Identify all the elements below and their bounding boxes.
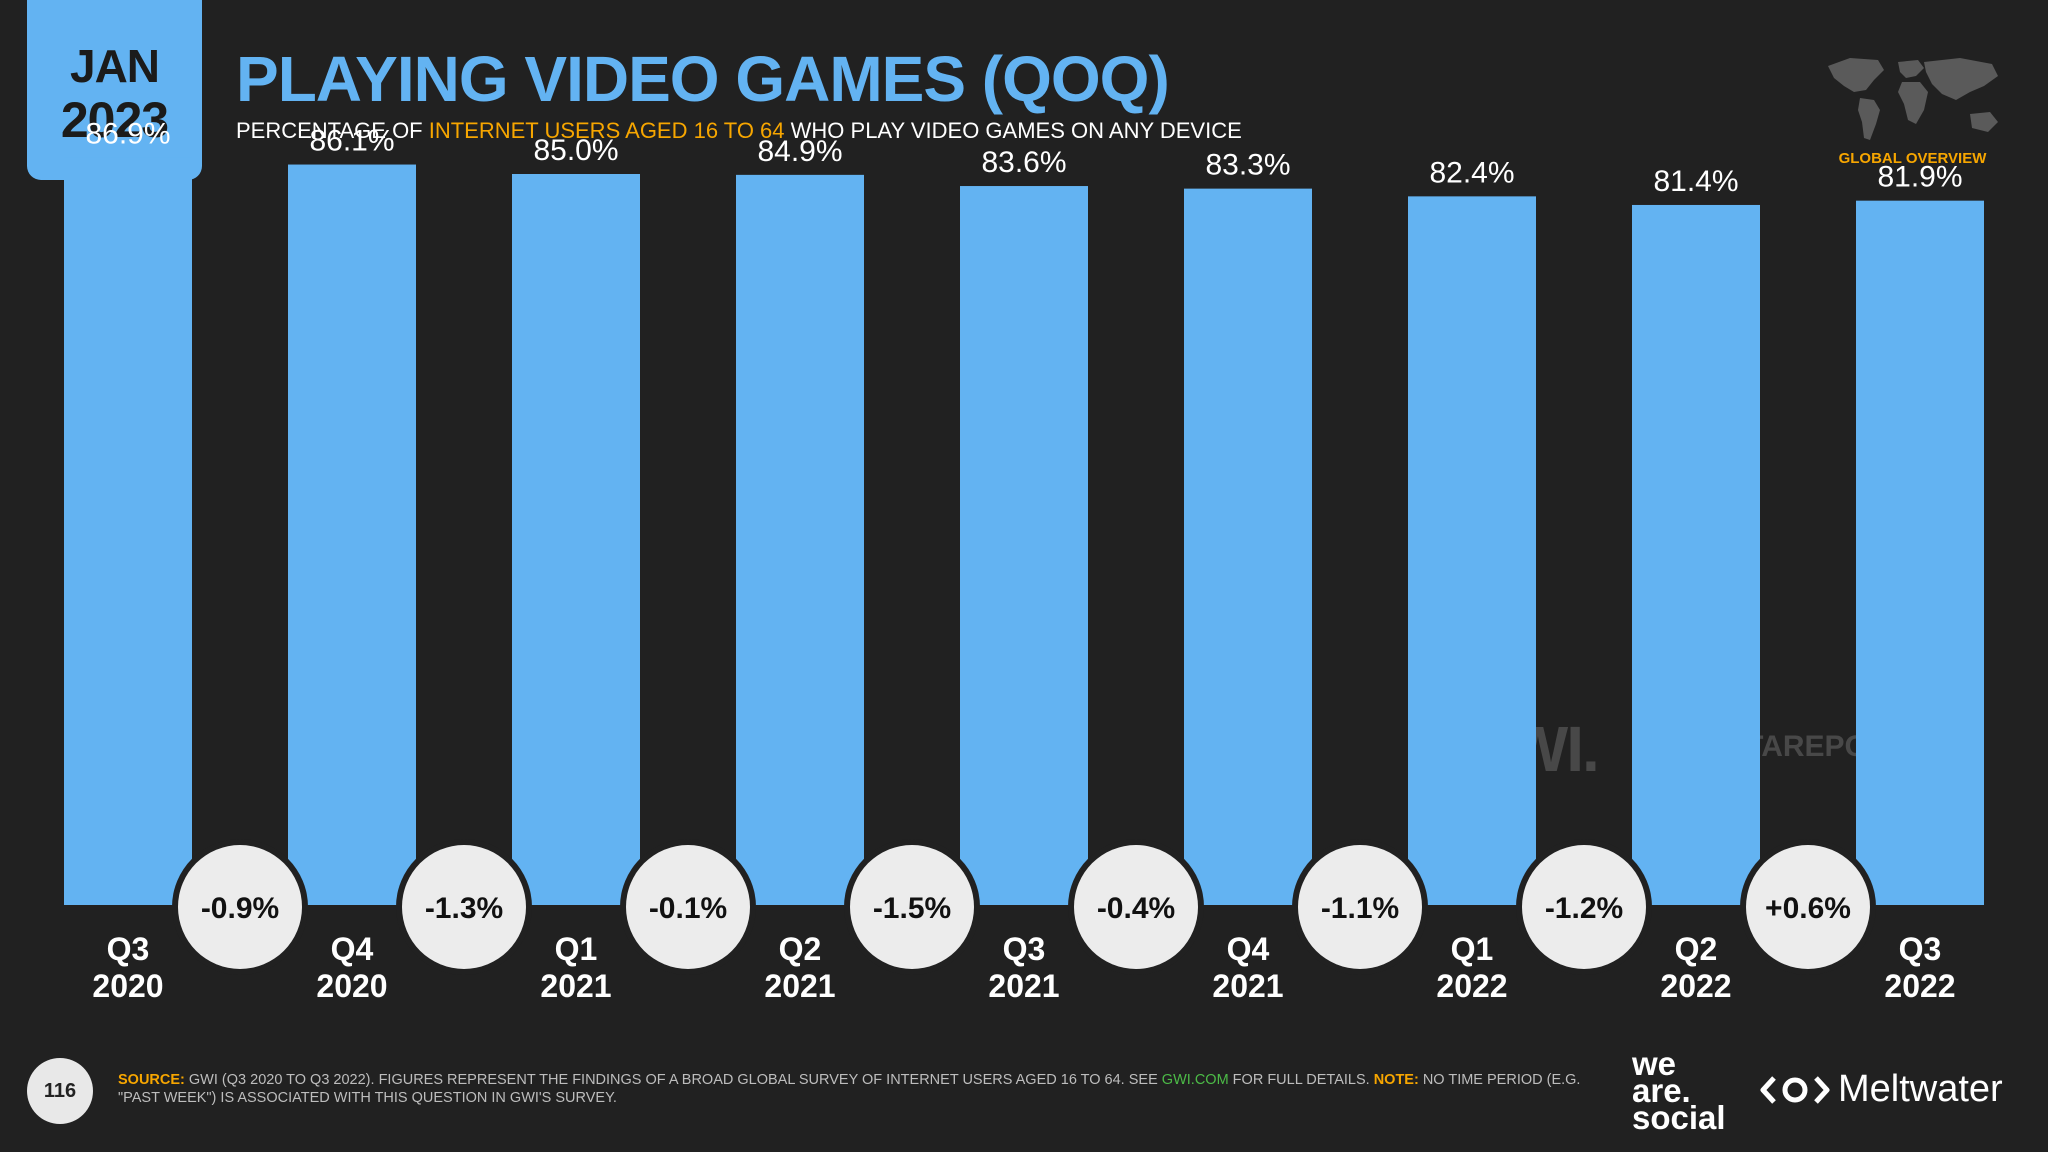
change-badge (1746, 845, 1870, 969)
subtitle-post: WHO PLAY VIDEO GAMES ON ANY DEVICE (784, 118, 1242, 143)
change-label: -0.1% (649, 892, 727, 925)
bar-value-label: 83.3% (1205, 149, 1290, 182)
change-badge (850, 845, 974, 969)
source-text-1: GWI (Q3 2020 TO Q3 2022). FIGURES REPRES… (184, 1072, 1162, 1088)
source-label: SOURCE: (118, 1072, 185, 1088)
x-tick-label-quarter: Q1 (1451, 931, 1494, 967)
brand-are: are. (1632, 1072, 1691, 1109)
change-badge (626, 845, 750, 969)
change-label: +0.6% (1765, 892, 1851, 925)
bar (960, 186, 1088, 906)
bar-value-label: 84.9% (757, 135, 842, 168)
date-month: JAN (69, 40, 160, 92)
bar (736, 174, 864, 906)
change-badge (178, 845, 302, 969)
bar-value-label: 83.6% (981, 146, 1066, 179)
x-tick-label-year: 2020 (92, 968, 163, 1004)
page-title: PLAYING VIDEO GAMES (QOQ) (236, 43, 1170, 115)
x-tick-label-quarter: Q4 (1227, 931, 1270, 967)
bar (1632, 204, 1760, 905)
change-badge (1522, 845, 1646, 969)
x-tick-label-quarter: Q1 (555, 931, 598, 967)
bar (512, 174, 640, 905)
brand-meltwater: Meltwater (1838, 1068, 2003, 1110)
world-map-icon (1828, 58, 1998, 140)
page-subtitle: PERCENTAGE OF INTERNET USERS AGED 16 TO … (236, 118, 1242, 144)
x-tick-label-year: 2022 (1884, 968, 1955, 1004)
change-badge (1074, 845, 1198, 969)
change-label: -1.1% (1321, 892, 1399, 925)
change-badge (1298, 845, 1422, 969)
x-tick-label-quarter: Q2 (1675, 931, 1718, 967)
bar (288, 164, 416, 906)
meltwater-logo: Meltwater (1760, 1068, 2003, 1111)
change-badge (402, 845, 526, 969)
bar (1408, 196, 1536, 906)
x-tick-label-year: 2020 (316, 968, 387, 1004)
note-label: NOTE: (1373, 1072, 1419, 1088)
source-link[interactable]: GWI.COM (1161, 1072, 1229, 1088)
we-are-social-logo: we are. social (1632, 1045, 1726, 1136)
brand-social: social (1632, 1099, 1726, 1136)
region-label: GLOBAL OVERVIEW (1838, 150, 1987, 167)
x-tick-label-quarter: Q4 (331, 931, 374, 967)
x-tick-label-quarter: Q3 (107, 931, 150, 967)
x-tick-label-year: 2022 (1436, 968, 1507, 1004)
note-text: NO TIME PERIOD (E.G. "PAST WEEK") IS ASS… (118, 1072, 1581, 1106)
bar-value-label: 81.4% (1653, 165, 1738, 198)
subtitle-pre: PERCENTAGE OF (236, 118, 429, 143)
subtitle-highlight: INTERNET USERS AGED 16 TO 64 (428, 118, 785, 143)
date-badge: JAN 2023 (27, 0, 202, 180)
source-note: SOURCE: GWI (Q3 2020 TO Q3 2022). FIGURE… (118, 1071, 1588, 1107)
change-label: -0.9% (201, 892, 279, 925)
x-tick-label-year: 2021 (1212, 968, 1283, 1004)
change-label: -1.3% (425, 892, 503, 925)
x-tick-label-quarter: Q2 (779, 931, 822, 967)
bar-value-label: 86.1% (309, 125, 394, 158)
x-tick-label-year: 2021 (540, 968, 611, 1004)
source-text-2: FOR FULL DETAILS. (1228, 1072, 1374, 1088)
bar (1856, 200, 1984, 905)
bar (1184, 188, 1312, 905)
x-tick-label-quarter: Q3 (1003, 931, 1046, 967)
bar-value-label: 86.9% (85, 118, 170, 151)
brand-we: we (1632, 1045, 1677, 1082)
x-tick-label-year: 2021 (764, 968, 835, 1004)
change-label: -1.5% (873, 892, 951, 925)
bar-value-label: 82.4% (1429, 156, 1514, 189)
bar-value-label: 85.0% (533, 134, 618, 167)
bar-value-label: 81.9% (1877, 161, 1962, 194)
x-tick-label-year: 2022 (1660, 968, 1731, 1004)
x-tick-label-year: 2021 (988, 968, 1059, 1004)
meltwater-icon (1760, 1075, 1830, 1104)
bar (64, 157, 192, 905)
date-year: 2023 (60, 92, 169, 148)
x-tick-label-quarter: Q3 (1899, 931, 1942, 967)
page-number: 116 (27, 1058, 93, 1124)
change-label: -1.2% (1545, 892, 1623, 925)
change-label: -0.4% (1097, 892, 1175, 925)
